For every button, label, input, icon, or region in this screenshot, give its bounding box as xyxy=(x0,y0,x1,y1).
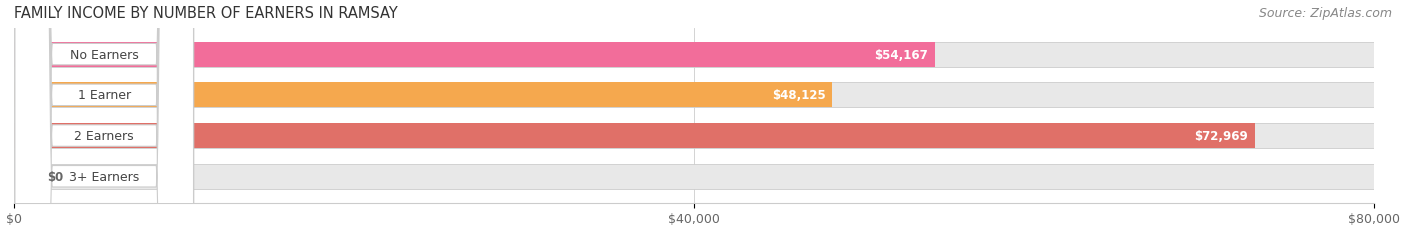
FancyBboxPatch shape xyxy=(15,0,194,231)
Text: $48,125: $48,125 xyxy=(772,89,825,102)
Bar xyxy=(14,42,935,67)
Text: 1 Earner: 1 Earner xyxy=(77,89,131,102)
FancyBboxPatch shape xyxy=(15,0,194,231)
Bar xyxy=(14,123,1254,149)
Bar xyxy=(14,164,34,189)
Text: 3+ Earners: 3+ Earners xyxy=(69,170,139,183)
Text: No Earners: No Earners xyxy=(70,49,139,61)
FancyBboxPatch shape xyxy=(15,0,194,231)
Text: $0: $0 xyxy=(48,170,63,183)
Bar xyxy=(14,83,832,108)
FancyBboxPatch shape xyxy=(15,0,194,231)
Text: 2 Earners: 2 Earners xyxy=(75,130,134,143)
Bar xyxy=(14,164,1375,189)
Bar xyxy=(14,83,1375,108)
Text: Source: ZipAtlas.com: Source: ZipAtlas.com xyxy=(1258,7,1392,20)
Bar xyxy=(14,123,1375,149)
Text: FAMILY INCOME BY NUMBER OF EARNERS IN RAMSAY: FAMILY INCOME BY NUMBER OF EARNERS IN RA… xyxy=(14,6,398,21)
Bar xyxy=(14,42,1375,67)
Text: $54,167: $54,167 xyxy=(875,49,928,61)
Text: $72,969: $72,969 xyxy=(1194,130,1249,143)
